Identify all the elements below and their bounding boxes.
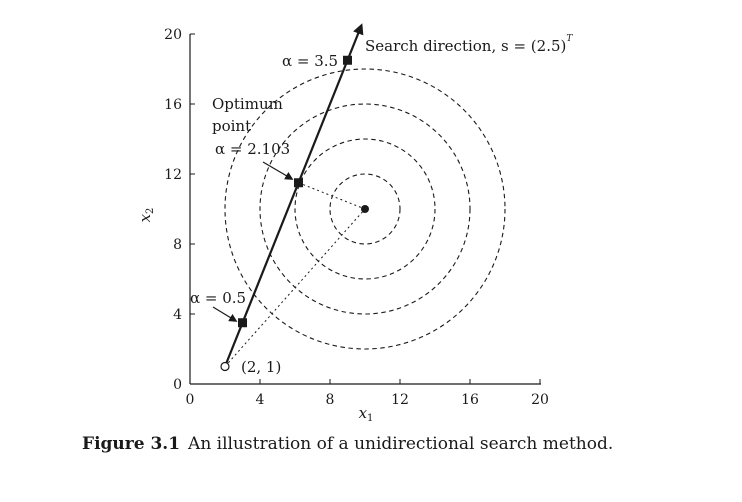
x-tick-label: 4 bbox=[256, 392, 265, 408]
start-to-center-dotted bbox=[224, 208, 366, 367]
figure-caption: Figure 3.1 An illustration of a unidirect… bbox=[82, 434, 722, 454]
y-axis-title: x2 bbox=[136, 208, 156, 223]
x-tick-label: 12 bbox=[391, 392, 409, 408]
direction-label: Search direction, s = (2.5)T bbox=[365, 34, 573, 55]
y-tick-label: 8 bbox=[173, 237, 182, 253]
alpha-marker bbox=[294, 178, 303, 188]
y-tick-label: 16 bbox=[164, 97, 182, 113]
search-direction-line bbox=[223, 23, 364, 367]
x-tick-label: 16 bbox=[461, 392, 479, 408]
x-tick-label: 8 bbox=[326, 392, 335, 408]
x-axis-title: x1 bbox=[359, 404, 374, 424]
y-tick-label: 20 bbox=[164, 27, 182, 43]
y-tick-label: 12 bbox=[164, 167, 182, 183]
optimum-label-line2: point bbox=[212, 117, 251, 135]
tick-marks: 0 4 8 12 16 20 0 4 8 12 16 20 bbox=[164, 27, 549, 408]
caption-label: Figure 3.1 bbox=[82, 434, 181, 454]
optimum-label-line1: Optimum bbox=[212, 95, 283, 113]
start-point-label: (2, 1) bbox=[241, 358, 281, 376]
optimum-to-center-dotted bbox=[298, 182, 366, 210]
x-tick-label: 20 bbox=[531, 392, 549, 408]
x-tick-label: 0 bbox=[186, 392, 195, 408]
alpha-marker bbox=[238, 318, 247, 328]
contour-circle bbox=[329, 173, 401, 245]
y-tick-label: 0 bbox=[173, 377, 182, 393]
alpha-marker bbox=[343, 55, 352, 65]
contour-group bbox=[224, 68, 506, 350]
alpha-0.5-pointer-arrow bbox=[212, 306, 238, 322]
alpha-0.5-label: α = 0.5 bbox=[190, 289, 246, 307]
optimum-pointer-arrow bbox=[262, 161, 294, 180]
contour-circle bbox=[259, 103, 471, 315]
contour-circle bbox=[294, 138, 436, 280]
caption-text: An illustration of a unidirectional sear… bbox=[188, 434, 614, 454]
alpha-2103-label: α = 2.103 bbox=[215, 140, 290, 158]
y-tick-label: 4 bbox=[173, 307, 182, 323]
start-point bbox=[220, 361, 230, 372]
axes bbox=[189, 34, 541, 385]
search-geometry bbox=[220, 23, 369, 372]
alpha-3.5-label: α = 3.5 bbox=[282, 52, 338, 70]
center-point bbox=[361, 205, 369, 213]
contour-circle bbox=[224, 68, 506, 350]
